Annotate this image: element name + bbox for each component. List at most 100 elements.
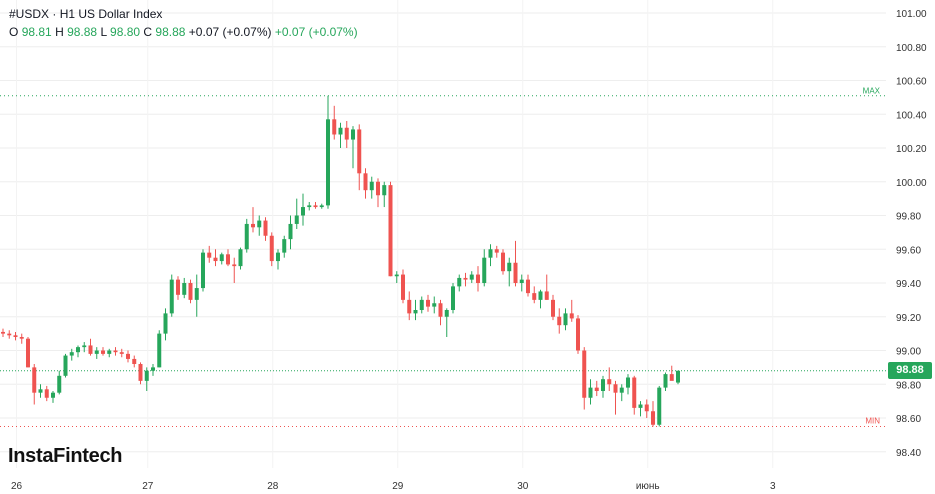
candle-body [119, 352, 124, 354]
candle-body [632, 377, 637, 408]
candle-body [369, 181, 374, 191]
candle-body [638, 404, 643, 408]
candle-body [151, 367, 155, 371]
candle-body [51, 392, 55, 398]
candle-body [676, 370, 680, 383]
low-value: 98.80 [110, 25, 141, 39]
candle-body [57, 375, 62, 393]
candle-body [582, 350, 587, 398]
candle-body [126, 353, 130, 359]
candle-body [288, 223, 293, 240]
high-value: 98.88 [67, 25, 98, 39]
close-value: 98.88 [155, 25, 186, 39]
max-label: MAX [863, 87, 881, 96]
candle-body [326, 119, 330, 206]
candle-body [344, 127, 349, 140]
candle-body [313, 205, 318, 208]
candle-body [513, 262, 518, 283]
candle-body [244, 223, 249, 250]
candle-body [626, 377, 630, 388]
symbol-label: #USDX [9, 7, 50, 21]
candle-body [107, 350, 112, 354]
candle-body [401, 274, 405, 300]
candle-body [526, 279, 530, 294]
candle-body [544, 291, 549, 300]
candle-body [232, 264, 237, 267]
change-value-2: +0.07 (+0.07%) [274, 25, 358, 39]
y-tick-label: 100.00 [896, 178, 927, 189]
candle-body [157, 333, 162, 368]
candle-body [338, 127, 343, 135]
candle-body [63, 355, 68, 376]
y-tick-label: 99.60 [896, 245, 921, 256]
open-value: 98.81 [21, 25, 52, 39]
open-label: O [9, 25, 19, 39]
candle-body [494, 249, 499, 253]
candle-body [476, 274, 480, 283]
y-tick-label: 99.40 [896, 279, 921, 290]
candle-body [438, 303, 443, 317]
high-label: H [55, 25, 64, 39]
y-tick-label: 100.80 [896, 43, 927, 54]
candle-body [501, 252, 505, 272]
candle-body [663, 374, 668, 388]
instrument-title: H1 US Dollar Index [59, 7, 163, 21]
candle-body [113, 350, 118, 353]
y-tick-label: 100.60 [896, 77, 927, 88]
candle-body [144, 370, 149, 381]
candle-body [263, 220, 268, 236]
candle-body [532, 293, 537, 300]
candle-body [101, 350, 105, 354]
x-tick-label: 30 [517, 481, 529, 492]
candle-body [519, 279, 524, 283]
candle-body [376, 181, 380, 196]
candle-body [607, 379, 612, 385]
candle-body [594, 387, 599, 391]
candle-body [13, 335, 18, 337]
x-tick-label: 3 [770, 481, 776, 492]
candle-body [419, 299, 424, 310]
y-tick-label: 98.80 [896, 380, 921, 391]
candle-body [38, 389, 43, 393]
y-tick-label: 99.80 [896, 212, 921, 223]
candle-body [301, 207, 305, 216]
candle-body [201, 252, 205, 289]
candle-body [382, 185, 387, 196]
candle-body [357, 129, 362, 174]
y-tick-label: 99.00 [896, 347, 921, 358]
x-tick-label: июнь [636, 481, 660, 492]
candle-body [188, 283, 193, 300]
candle-body [601, 379, 605, 391]
candle-body [76, 347, 80, 353]
chart-title: #USDX · H1 US Dollar Index [9, 7, 162, 21]
candle-body [669, 374, 674, 381]
candle-body [538, 291, 543, 300]
candle-body [219, 254, 224, 262]
candle-body [457, 277, 462, 287]
candle-body [276, 252, 280, 262]
candle-body [163, 313, 168, 334]
candle-body [69, 352, 74, 356]
candle-body [394, 274, 399, 277]
candle-body [563, 313, 568, 326]
candle-body [251, 223, 255, 228]
y-tick-label: 100.20 [896, 144, 927, 155]
x-tick-label: 28 [267, 481, 279, 492]
candle-body [569, 313, 574, 319]
change-value: +0.07 (+0.07%) [188, 25, 272, 39]
candle-body [588, 387, 593, 398]
y-tick-label: 98.40 [896, 448, 921, 459]
candle-body [269, 235, 274, 262]
candle-body [619, 387, 624, 393]
candle-body [426, 299, 430, 307]
candle-body [551, 299, 555, 317]
y-tick-label: 99.20 [896, 313, 921, 324]
candle-body [388, 185, 393, 277]
candle-body [176, 279, 180, 295]
candle-body [238, 249, 243, 267]
candle-body [307, 205, 312, 208]
ohlc-readout: O 98.81 H 98.88 L 98.80 C 98.88 +0.07 (+… [9, 25, 358, 39]
candle-body [319, 205, 324, 208]
